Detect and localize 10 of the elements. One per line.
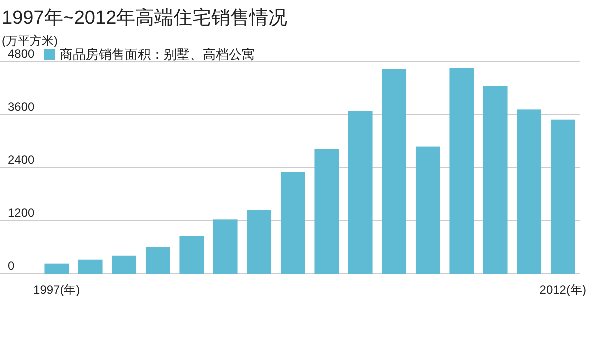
x-tick-label: 2012(年) xyxy=(540,283,586,297)
y-tick-label: 0 xyxy=(8,259,15,273)
y-tick-label: 3600 xyxy=(8,100,36,114)
y-tick-label: 4800 xyxy=(8,47,36,61)
legend-label: 商品房销售面积：别墅、高档公寓 xyxy=(60,47,255,62)
y-axis-title: (万平方米) xyxy=(2,34,58,48)
y-tick-label: 1200 xyxy=(8,206,36,220)
chart-title: 1997年~2012年高端住宅销售情况 xyxy=(2,7,288,29)
y-tick-label: 2400 xyxy=(8,153,36,167)
x-tick-label: 1997(年) xyxy=(34,283,80,297)
